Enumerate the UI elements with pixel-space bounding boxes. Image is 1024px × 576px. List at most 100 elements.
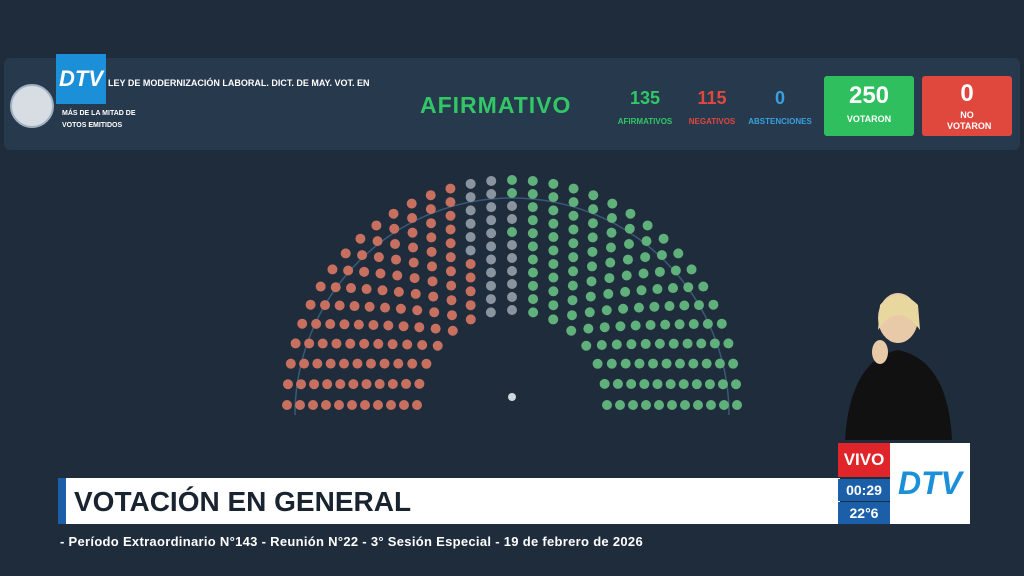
seat: [696, 338, 707, 349]
clock: 00:29: [838, 479, 890, 501]
negativos-count: 115: [697, 88, 727, 108]
seat: [587, 218, 598, 229]
seat: [327, 264, 338, 275]
title-bar: VOTACIÓN EN GENERAL: [58, 478, 840, 524]
seat: [620, 286, 631, 297]
seat: [445, 210, 456, 221]
bill-title: LEY DE MODERNIZACIÓN LABORAL. DICT. DE M…: [108, 78, 370, 88]
seat: [568, 210, 579, 221]
seat: [633, 302, 644, 313]
seat: [548, 286, 559, 297]
president-seat: [508, 393, 516, 401]
seat: [704, 379, 715, 390]
seat: [566, 325, 577, 336]
seat: [445, 238, 456, 249]
seat: [465, 245, 476, 256]
seat: [660, 319, 671, 330]
seat: [426, 232, 437, 243]
abstenciones-count: 0: [774, 88, 785, 108]
seat: [567, 280, 578, 291]
seat: [407, 213, 418, 224]
seat: [623, 239, 634, 250]
seat: [693, 300, 704, 311]
seat: [606, 358, 617, 369]
seat: [465, 272, 476, 283]
seat: [364, 301, 375, 312]
seat: [507, 201, 517, 211]
seat: [465, 314, 476, 325]
seat: [427, 276, 438, 287]
seat: [507, 253, 517, 263]
seat: [407, 358, 418, 369]
seat: [674, 319, 685, 330]
seat: [297, 318, 308, 329]
seat: [371, 220, 382, 231]
seat: [731, 379, 742, 390]
seat: [642, 220, 653, 231]
seat: [667, 400, 677, 410]
seat: [339, 358, 350, 369]
seat: [377, 285, 388, 296]
seat: [678, 379, 689, 390]
seat: [308, 400, 318, 410]
seat: [527, 228, 538, 239]
seat: [670, 265, 681, 276]
seat: [732, 400, 742, 410]
seat: [679, 300, 690, 311]
seat: [664, 301, 675, 312]
seat: [615, 400, 625, 410]
seat: [568, 266, 579, 277]
seat: [599, 322, 610, 333]
seat: [654, 266, 665, 277]
seat: [368, 320, 379, 330]
seat: [391, 254, 402, 265]
seat: [315, 281, 326, 292]
seat: [586, 276, 597, 287]
seat: [709, 338, 720, 349]
seat: [528, 294, 539, 305]
seat: [347, 400, 357, 410]
seat: [353, 319, 364, 330]
seat: [624, 223, 635, 234]
seat: [628, 400, 638, 410]
seat: [584, 307, 595, 318]
seat: [409, 273, 420, 284]
seat: [379, 358, 390, 369]
seat: [346, 283, 357, 294]
seat: [486, 267, 497, 278]
seat: [317, 338, 328, 349]
seat: [507, 214, 517, 224]
seat: [640, 338, 651, 349]
seat: [335, 379, 346, 390]
seat: [528, 307, 539, 318]
seat: [568, 252, 579, 263]
seat: [446, 295, 457, 306]
abstenciones-label: ABSTENCIONES: [748, 117, 812, 126]
seat: [447, 325, 458, 336]
seat: [527, 241, 538, 252]
seat: [567, 310, 578, 321]
seat: [355, 233, 366, 244]
seat: [587, 246, 598, 257]
seat: [527, 254, 538, 265]
seat: [620, 358, 631, 369]
seat: [414, 322, 425, 333]
seat: [602, 400, 612, 410]
seat: [688, 358, 699, 369]
seat: [548, 314, 559, 325]
seat: [603, 288, 614, 299]
seat: [359, 338, 370, 349]
segment-title: VOTACIÓN EN GENERAL: [74, 486, 412, 517]
seat: [527, 175, 538, 186]
seat: [661, 358, 672, 369]
seat: [527, 202, 538, 213]
seat: [401, 378, 412, 389]
seat: [393, 286, 404, 297]
seat: [373, 338, 384, 349]
seat: [321, 400, 331, 410]
seat: [654, 400, 664, 410]
seat: [425, 204, 436, 215]
seat: [465, 232, 476, 243]
seat: [295, 400, 305, 410]
seat: [585, 291, 596, 302]
